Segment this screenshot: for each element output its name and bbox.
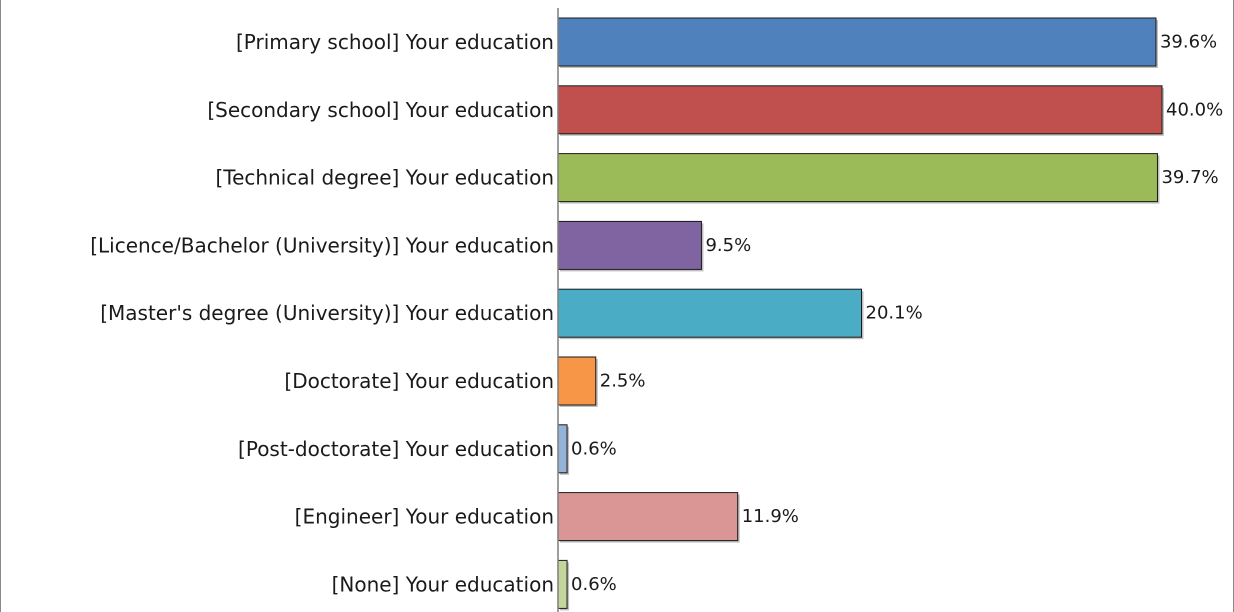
category-label: [Post-doctorate] Your education <box>238 437 554 461</box>
bar <box>557 17 1157 67</box>
bar <box>557 220 702 270</box>
category-label: [Master's degree (University)] Your educ… <box>100 301 554 325</box>
category-labels: [Primary school] Your education [Secondar… <box>90 30 554 596</box>
category-label: [Technical degree] Your education <box>215 166 554 190</box>
value-label: 9.5% <box>705 235 751 256</box>
bar <box>557 559 568 609</box>
bar <box>557 153 1158 203</box>
value-label: 0.6% <box>571 438 617 459</box>
category-label: [Engineer] Your education <box>295 505 554 529</box>
bar <box>557 424 568 474</box>
value-label: 40.0% <box>1166 99 1223 120</box>
bar <box>557 288 863 338</box>
value-label: 0.6% <box>571 574 617 595</box>
bar <box>557 356 597 406</box>
category-label: [Secondary school] Your education <box>207 98 554 122</box>
value-label: 11.9% <box>742 506 799 527</box>
category-label: [Primary school] Your education <box>236 30 554 54</box>
category-label: [Doctorate] Your education <box>284 369 554 393</box>
category-label: [Licence/Bachelor (University)] Your edu… <box>90 233 554 257</box>
value-label: 20.1% <box>866 303 923 324</box>
bars <box>557 17 1164 611</box>
value-label: 39.7% <box>1161 167 1218 188</box>
value-labels: 39.6% 40.0% 39.7% 9.5% 20.1% 2.5% 0.6% 11.9% 0.6… <box>571 32 1223 595</box>
bar <box>557 492 739 542</box>
bar <box>557 85 1163 135</box>
category-label: [None] Your education <box>332 572 554 596</box>
value-label: 2.5% <box>600 371 646 392</box>
value-label: 39.6% <box>1160 32 1217 53</box>
